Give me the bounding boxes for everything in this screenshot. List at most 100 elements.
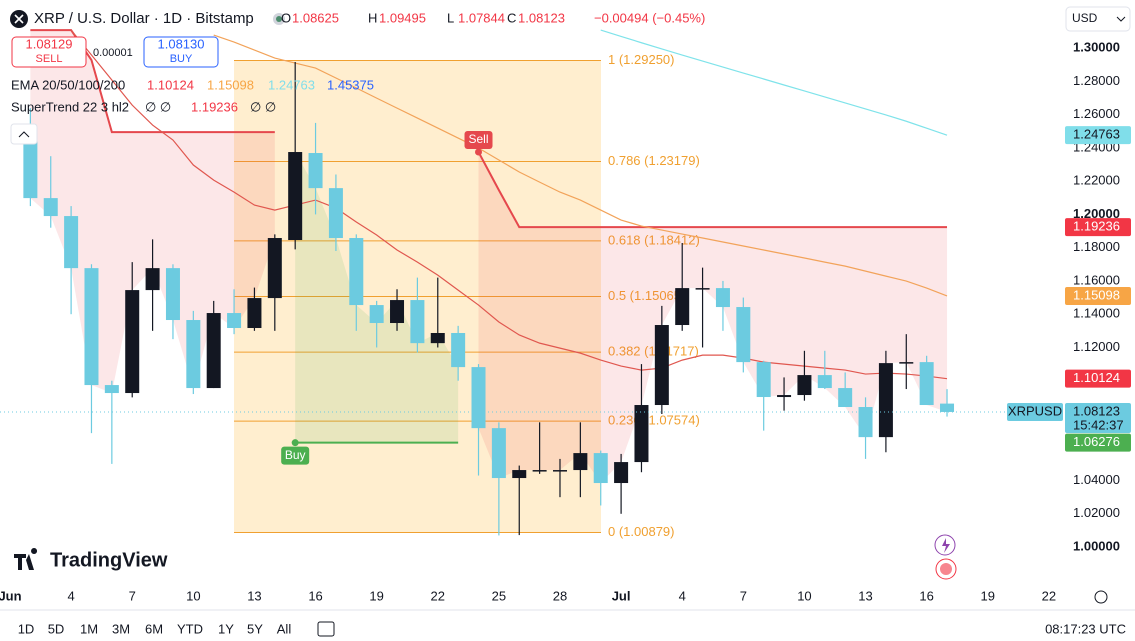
y-tick-label: 1.30000 xyxy=(1073,40,1120,55)
current-price: 1.08123 xyxy=(1073,403,1120,418)
timeframe-button[interactable]: 1M xyxy=(80,621,98,636)
buy-button[interactable] xyxy=(143,36,219,68)
candle-body xyxy=(736,307,751,363)
timeframe-button[interactable]: All xyxy=(277,621,292,636)
signal-badge xyxy=(281,446,310,465)
ohlc-value: 1.07844 xyxy=(458,10,505,25)
candle-body xyxy=(715,288,730,308)
price-label: 1.15098 xyxy=(1073,287,1120,302)
y-tick-label: 1.26000 xyxy=(1073,106,1120,121)
y-tick-label: 1.00000 xyxy=(1073,539,1120,554)
ohlc-value: 1.09495 xyxy=(379,10,426,25)
timeframe-button[interactable]: YTD xyxy=(177,621,203,636)
y-tick-label: 1.20000 xyxy=(1073,206,1120,221)
fib-label: 1 (1.29250) xyxy=(608,52,675,67)
candle-body xyxy=(288,152,303,241)
ema-value: 1.45375 xyxy=(327,77,374,92)
fib-label: 0.5 (1.15065) xyxy=(608,288,685,303)
calendar-icon[interactable] xyxy=(317,621,335,637)
x-tick-label: 13 xyxy=(247,588,261,603)
candle-body xyxy=(654,325,669,406)
candle-body xyxy=(23,135,38,199)
sell-button[interactable] xyxy=(11,36,87,68)
y-tick-label: 1.18000 xyxy=(1073,239,1120,254)
candle-body xyxy=(919,362,934,406)
collapse-arrow xyxy=(18,131,30,138)
x-tick-label: 7 xyxy=(740,588,747,603)
x-tick-label: 22 xyxy=(431,588,445,603)
ohlc-label: H xyxy=(368,10,377,25)
price-label-box xyxy=(1065,369,1131,388)
timeframe-button[interactable]: 1D xyxy=(18,621,35,636)
candle-body xyxy=(777,395,792,398)
fib-label: 0.786 (1.23179) xyxy=(608,153,700,168)
ohlc-label: L xyxy=(447,10,454,25)
candle-body xyxy=(227,313,242,329)
candle-body xyxy=(369,305,384,324)
candle-body xyxy=(206,313,221,389)
candle-body xyxy=(817,375,832,389)
supertrend-legend: SuperTrend 22 3 hl2 xyxy=(11,99,129,114)
candle-body xyxy=(878,363,893,438)
settings-icon[interactable] xyxy=(1094,590,1108,604)
collapse-button[interactable] xyxy=(10,123,38,145)
price-label-box xyxy=(1065,286,1131,305)
candle-body xyxy=(614,462,629,484)
ema-values: 1.10124 1.15098 1.24763 1.45375 xyxy=(147,77,374,92)
current-price-box xyxy=(1065,402,1131,433)
candle-body xyxy=(430,332,445,344)
signal-label: Buy xyxy=(285,448,306,462)
candle-body xyxy=(675,288,690,326)
candle-body xyxy=(797,375,812,396)
candle-body xyxy=(267,238,282,299)
candle-body xyxy=(552,470,567,472)
signal-dot xyxy=(475,148,483,156)
timeframe-button[interactable]: 1Y xyxy=(218,621,234,636)
timeframe-button[interactable]: 5Y xyxy=(247,621,263,636)
fib-label: 0.618 (1.18412) xyxy=(608,232,700,247)
supertrend-fill xyxy=(478,152,948,484)
symbol-icon-mark xyxy=(14,14,24,24)
price-label: 1.24763 xyxy=(1073,127,1120,142)
sell-label: SELL xyxy=(36,53,63,65)
y-tick-label: 1.16000 xyxy=(1073,272,1120,287)
candle-body xyxy=(328,188,343,239)
candle-body xyxy=(308,153,323,189)
dropdown-arrow xyxy=(1116,16,1126,22)
brand: TradingView xyxy=(50,549,168,571)
symbol-title: XRP / U.S. Dollar · 1D · Bitstamp xyxy=(34,10,254,27)
ohlc-label: C xyxy=(507,10,516,25)
candle-body xyxy=(84,268,99,386)
ema-value: 1.24763 xyxy=(268,77,315,92)
countdown: 15:42:37 xyxy=(1073,417,1124,432)
sell-price: 1.08129 xyxy=(26,36,73,51)
price-label-box xyxy=(1065,433,1131,452)
y-tick-label: 1.04000 xyxy=(1073,472,1120,487)
currency-dropdown[interactable] xyxy=(1065,6,1131,32)
candle-body xyxy=(573,453,588,471)
x-tick-label: 28 xyxy=(553,588,567,603)
candle-body xyxy=(145,268,160,291)
change: −0.00494 (−0.45%) xyxy=(594,10,705,25)
x-tick-label: 16 xyxy=(919,588,933,603)
ohlc-value: 1.08625 xyxy=(292,10,339,25)
x-tick-label: 4 xyxy=(67,588,74,603)
x-tick-label: 16 xyxy=(308,588,322,603)
supertrend-line xyxy=(477,151,948,229)
y-tick-label: 1.28000 xyxy=(1073,73,1120,88)
candle-body xyxy=(634,405,649,463)
candle-body xyxy=(899,362,914,364)
timeframe-button[interactable]: 6M xyxy=(145,621,163,636)
candle-body xyxy=(410,300,425,344)
timeframe-button[interactable]: 3M xyxy=(112,621,130,636)
clock: 08:17:23 UTC xyxy=(1045,621,1126,636)
y-tick-label: 1.12000 xyxy=(1073,339,1120,354)
y-tick-label: 1.02000 xyxy=(1073,505,1120,520)
timeframe-button[interactable]: 5D xyxy=(48,621,65,636)
signal-dot xyxy=(291,439,299,447)
candle-body xyxy=(491,428,506,479)
candle-body xyxy=(512,470,527,479)
ema-value: 1.15098 xyxy=(207,77,254,92)
